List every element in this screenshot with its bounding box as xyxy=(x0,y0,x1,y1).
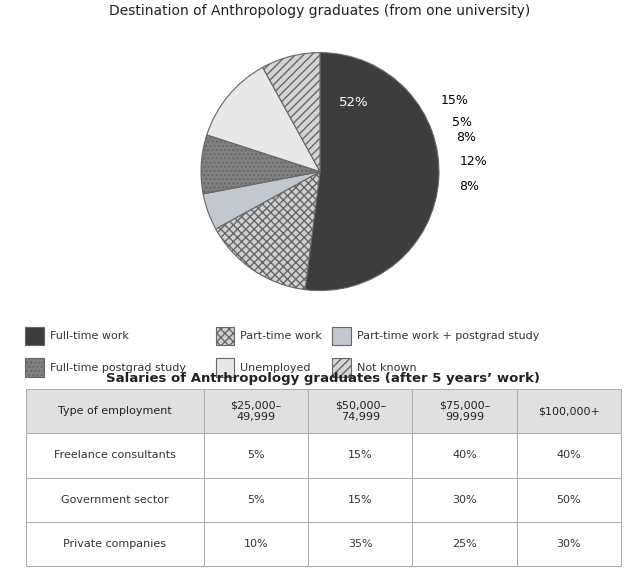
Title: Destination of Anthropology graduates (from one university): Destination of Anthropology graduates (f… xyxy=(109,3,531,18)
Wedge shape xyxy=(262,53,320,172)
Text: Full-time work: Full-time work xyxy=(50,331,129,341)
Text: 52%: 52% xyxy=(339,96,369,109)
Bar xyxy=(25,358,44,377)
Bar xyxy=(25,327,44,345)
Bar xyxy=(332,358,351,377)
Title: Salaries of Antrhropology graduates (after 5 years’ work): Salaries of Antrhropology graduates (aft… xyxy=(106,372,540,385)
Text: Part-time work: Part-time work xyxy=(240,331,322,341)
Bar xyxy=(216,358,234,377)
Text: Not known: Not known xyxy=(357,363,417,372)
Text: Unemployed: Unemployed xyxy=(240,363,310,372)
Bar xyxy=(216,327,234,345)
Text: 8%: 8% xyxy=(460,180,479,193)
Wedge shape xyxy=(305,53,439,291)
Wedge shape xyxy=(216,172,320,289)
Text: Full-time postgrad study: Full-time postgrad study xyxy=(50,363,186,372)
Text: Part-time work + postgrad study: Part-time work + postgrad study xyxy=(357,331,540,341)
Text: 8%: 8% xyxy=(456,131,476,144)
Text: 5%: 5% xyxy=(451,116,472,129)
Wedge shape xyxy=(203,172,320,229)
Text: 12%: 12% xyxy=(460,156,488,168)
Wedge shape xyxy=(201,135,320,194)
Bar xyxy=(332,327,351,345)
Text: 15%: 15% xyxy=(441,94,469,107)
Wedge shape xyxy=(207,67,320,172)
